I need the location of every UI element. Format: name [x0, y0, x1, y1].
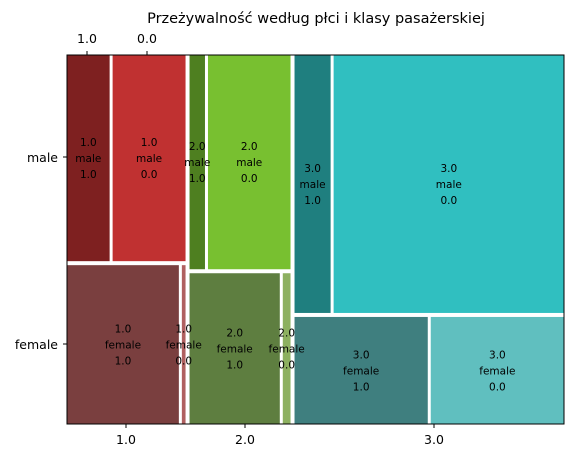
top-axis-ticks: 1.0 0.0: [77, 31, 157, 55]
mosaic-cell: [207, 55, 291, 270]
mosaic-cell: [67, 55, 110, 262]
cell-label: 3.0 female 0.0: [479, 349, 515, 393]
cell-label: 2.0 female 0.0: [269, 328, 305, 372]
mosaic-cell: [189, 273, 280, 424]
x-tick-label: 1.0: [116, 432, 136, 447]
mosaic-cell: [282, 273, 291, 424]
mosaic-cell: [67, 265, 179, 424]
cell-label: 2.0 male 1.0: [184, 141, 210, 185]
cell-label: 1.0 male 1.0: [75, 137, 101, 181]
cell-label: 3.0 male 0.0: [436, 163, 462, 207]
mosaic-cell: [181, 265, 186, 424]
x-tick-label: 3.0: [424, 432, 444, 447]
mosaic-cell: [294, 55, 331, 313]
cell-labels: 1.0 male 1.0 1.0 male 0.0 1.0 female 1.0 1.0 femal…: [75, 137, 515, 393]
cell-label: 3.0 male 1.0: [300, 163, 326, 207]
chart-title: Przeżywalność według płci i klasy pasaże…: [147, 11, 485, 27]
cell-label: 1.0 female 0.0: [166, 324, 202, 368]
y-tick-label: male: [27, 150, 58, 165]
x-tick-label: 2.0: [235, 432, 255, 447]
cell-label: 1.0 female 1.0: [105, 324, 141, 368]
y-axis-ticks: male female: [15, 150, 67, 352]
mosaic-cells: [67, 55, 564, 424]
mosaic-cell: [189, 55, 205, 270]
mosaic-cell: [112, 55, 186, 262]
plot-frame: [66, 54, 565, 425]
cell-label: 1.0 male 0.0: [136, 137, 162, 181]
top-tick-label: 1.0: [77, 31, 97, 46]
x-axis-ticks: 1.0 2.0 3.0: [116, 424, 444, 447]
mosaic-cell: [333, 55, 564, 313]
y-tick-label: female: [15, 337, 58, 352]
cell-label: 2.0 female 1.0: [217, 328, 253, 372]
mosaic-cell: [294, 316, 428, 424]
top-tick-label: 0.0: [137, 31, 157, 46]
mosaic-cell: [430, 316, 564, 424]
cell-label: 2.0 male 0.0: [236, 141, 262, 185]
cell-label: 3.0 female 1.0: [343, 349, 379, 393]
